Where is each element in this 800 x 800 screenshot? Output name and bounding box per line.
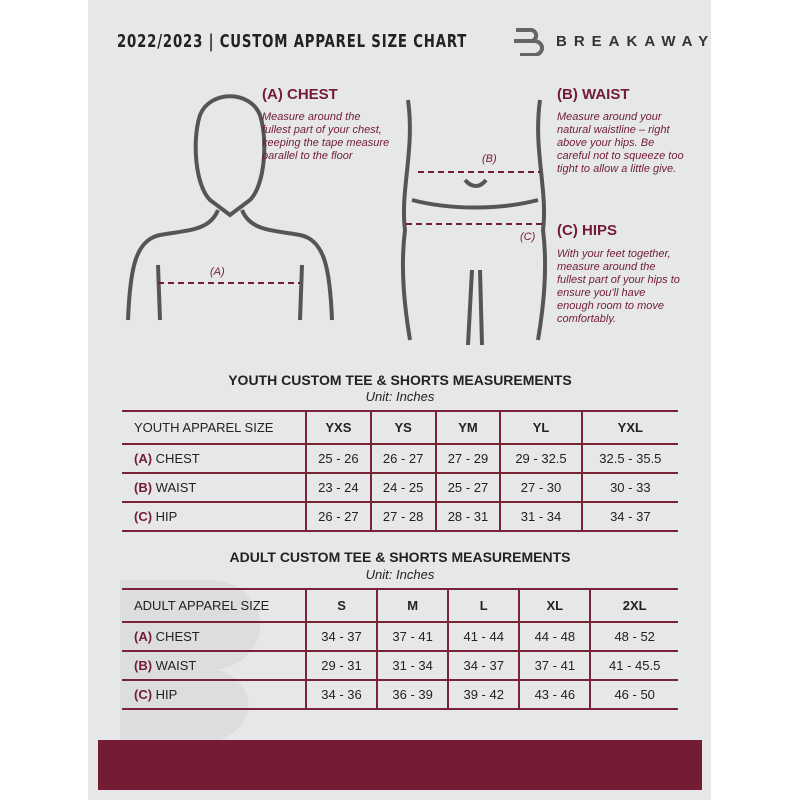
row-label: (A) CHEST [134, 451, 200, 466]
size-header: YXS [305, 411, 371, 444]
table-cell: 26 - 27 [369, 444, 436, 473]
table-cell: 30 - 33 [580, 473, 678, 502]
table-row: (A) CHEST 34 - 37 37 - 41 41 - 44 44 - 48 48 … [122, 622, 678, 651]
table-cell: 31 - 34 [499, 502, 582, 531]
size-header: 2XL [589, 589, 678, 622]
table-row: (B) WAIST 23 - 24 24 - 25 25 - 27 27 - 30 30 … [122, 473, 678, 502]
size-header: YXL [580, 411, 678, 444]
waist-description: Measure around your natural waistline – … [557, 111, 684, 175]
size-header: S [304, 589, 378, 622]
table-cell: 23 - 24 [305, 473, 371, 502]
row-label: (C) HIP [134, 509, 178, 524]
table-row: (B) WAIST 29 - 31 31 - 34 34 - 37 37 - 41 41 … [122, 651, 678, 680]
size-header: YL [499, 411, 582, 444]
row-label: (B) WAIST [134, 658, 197, 673]
table-cell: 29 - 32.5 [499, 444, 582, 473]
table-cell: 41 - 45.5 [589, 651, 678, 680]
table-cell: 34 - 37 [580, 502, 678, 531]
adult-section-title: ADULT CUSTOM TEE & SHORTS MEASUREMENTS [229, 549, 571, 565]
table-cell: 29 - 31 [304, 651, 378, 680]
table-cell: 31 - 34 [376, 651, 449, 680]
table-cell: 34 - 37 [304, 622, 378, 651]
table-cell: 39 - 42 [447, 680, 520, 709]
table-cell: 25 - 26 [305, 444, 371, 473]
table-cell: 43 - 46 [518, 680, 591, 709]
table-cell: 32.5 - 35.5 [580, 444, 678, 473]
hips-marker: (C) [520, 231, 536, 243]
table-cell: 27 - 29 [434, 444, 501, 473]
table-cell: 25 - 27 [434, 473, 501, 502]
waist-heading: (B) WAIST [557, 86, 630, 103]
table-cell: 34 - 36 [304, 680, 378, 709]
watermark-logo [120, 580, 260, 740]
chest-description: Measure around the fullest part of your … [262, 111, 390, 162]
table-row: (A) CHEST 25 - 26 26 - 27 27 - 29 29 - 32.5 3… [122, 444, 678, 473]
body-illustration [126, 94, 548, 346]
youth-unit: Unit: Inches [365, 389, 435, 404]
page-title: 2022/2023 | CUSTOM APPAREL SIZE CHART [117, 31, 468, 52]
size-header: YM [434, 411, 501, 444]
table-cell: 34 - 37 [447, 651, 520, 680]
hips-description: With your feet together, measure around … [557, 248, 680, 325]
size-header: L [447, 589, 520, 622]
footer-band [98, 740, 702, 790]
table-cell: 28 - 31 [434, 502, 501, 531]
table-cell: 41 - 44 [447, 622, 520, 651]
size-header: M [376, 589, 449, 622]
size-header: XL [518, 589, 591, 622]
table-cell: 27 - 28 [369, 502, 436, 531]
chest-heading: (A) CHEST [262, 86, 338, 103]
table-cell: 37 - 41 [518, 651, 591, 680]
row-label: (A) CHEST [134, 629, 200, 644]
breakaway-logo-icon [514, 28, 544, 56]
adult-unit: Unit: Inches [365, 567, 435, 582]
table-row: (C) HIP 34 - 36 36 - 39 39 - 42 43 - 46 46 - … [122, 680, 678, 709]
hips-heading: (C) HIPS [557, 222, 617, 239]
adult-size-table: ADULT APPAREL SIZE S M L XL 2XL (A) CHEST 34 … [122, 588, 678, 710]
table-cell: 46 - 50 [589, 680, 678, 709]
size-header: YS [369, 411, 436, 444]
table-cell: 48 - 52 [589, 622, 678, 651]
table-header-row: YOUTH APPAREL SIZE YXS YS YM YL YXL [122, 411, 678, 444]
table-cell: 37 - 41 [376, 622, 449, 651]
table-cell: 24 - 25 [369, 473, 436, 502]
row-label: (C) HIP [134, 687, 178, 702]
table-cell: 36 - 39 [376, 680, 449, 709]
table-cell: 44 - 48 [518, 622, 591, 651]
table-header-row: ADULT APPAREL SIZE S M L XL 2XL [122, 589, 678, 622]
brand-name: BREAKAWAY [556, 33, 716, 50]
chest-marker: (A) [210, 266, 225, 278]
size-label: ADULT APPAREL SIZE [134, 598, 270, 613]
row-label: (B) WAIST [134, 480, 197, 495]
table-row: (C) HIP 26 - 27 27 - 28 28 - 31 31 - 34 34 - … [122, 502, 678, 531]
youth-size-table: YOUTH APPAREL SIZE YXS YS YM YL YXL (A) CHES… [122, 410, 678, 532]
youth-section-title: YOUTH CUSTOM TEE & SHORTS MEASUREMENTS [228, 372, 572, 388]
size-label: YOUTH APPAREL SIZE [134, 420, 274, 435]
table-cell: 27 - 30 [499, 473, 582, 502]
waist-marker: (B) [482, 153, 497, 165]
table-cell: 26 - 27 [305, 502, 371, 531]
